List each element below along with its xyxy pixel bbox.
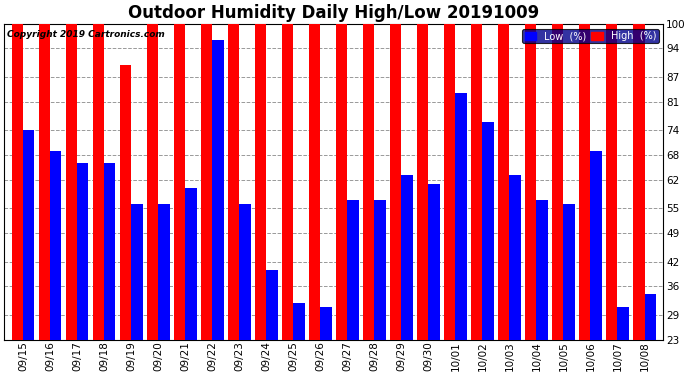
Bar: [39, 24, 50, 375]
Bar: [591, 151, 602, 375]
Bar: [390, 24, 402, 375]
Bar: [120, 65, 131, 375]
Bar: [564, 204, 575, 375]
Bar: [363, 24, 375, 375]
Bar: [293, 303, 304, 375]
Bar: [618, 307, 629, 375]
Bar: [158, 204, 170, 375]
Bar: [201, 24, 213, 375]
Bar: [536, 200, 548, 375]
Bar: [266, 270, 277, 375]
Bar: [104, 163, 115, 375]
Bar: [428, 184, 440, 375]
Bar: [309, 24, 320, 375]
Bar: [50, 151, 61, 375]
Bar: [147, 24, 158, 375]
Bar: [402, 176, 413, 375]
Bar: [444, 24, 455, 375]
Bar: [498, 24, 509, 375]
Bar: [174, 24, 185, 375]
Bar: [282, 24, 293, 375]
Text: Copyright 2019 Cartronics.com: Copyright 2019 Cartronics.com: [8, 30, 165, 39]
Bar: [320, 307, 332, 375]
Bar: [525, 24, 536, 375]
Bar: [455, 93, 466, 375]
Bar: [239, 204, 250, 375]
Bar: [482, 122, 494, 375]
Bar: [23, 130, 34, 375]
Bar: [375, 200, 386, 375]
Bar: [552, 24, 564, 375]
Bar: [417, 24, 428, 375]
Bar: [92, 24, 104, 375]
Bar: [131, 204, 143, 375]
Legend: Low  (%), High  (%): Low (%), High (%): [522, 28, 658, 44]
Bar: [77, 163, 88, 375]
Bar: [66, 24, 77, 375]
Bar: [633, 24, 644, 375]
Bar: [471, 24, 482, 375]
Bar: [336, 24, 347, 375]
Bar: [185, 188, 197, 375]
Bar: [644, 294, 656, 375]
Bar: [12, 24, 23, 375]
Title: Outdoor Humidity Daily High/Low 20191009: Outdoor Humidity Daily High/Low 20191009: [128, 4, 540, 22]
Bar: [213, 40, 224, 375]
Bar: [579, 24, 591, 375]
Bar: [228, 24, 239, 375]
Bar: [509, 176, 521, 375]
Bar: [606, 24, 618, 375]
Bar: [347, 200, 359, 375]
Bar: [255, 24, 266, 375]
